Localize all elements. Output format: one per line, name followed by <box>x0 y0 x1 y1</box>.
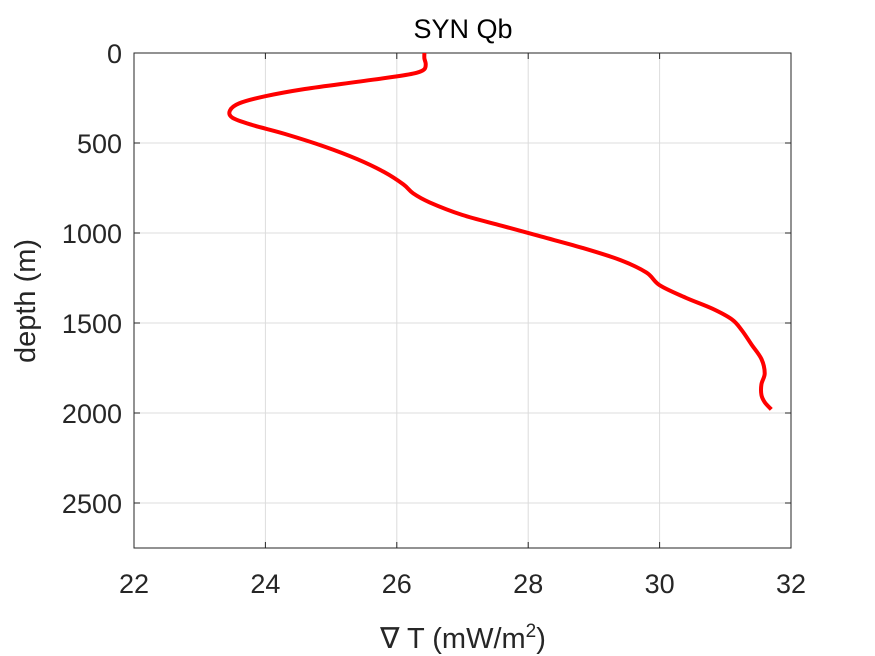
y-tick-label: 0 <box>107 39 122 69</box>
series-line <box>227 52 773 411</box>
x-tick-label: 26 <box>382 569 412 599</box>
x-axis-label-superscript: 2 <box>526 621 537 642</box>
x-tick-label: 24 <box>250 569 280 599</box>
x-axis-label-suffix: ) <box>536 623 546 655</box>
y-tick-label: 2500 <box>62 489 122 519</box>
x-tick-label: 30 <box>645 569 675 599</box>
x-tick-label: 28 <box>513 569 543 599</box>
y-tick-label: 1000 <box>62 219 122 249</box>
x-axis-label-main: ∇ T (mW/m <box>379 623 526 655</box>
x-tick-label: 32 <box>776 569 806 599</box>
chart-title: SYN Qb <box>413 14 512 44</box>
y-axis-label: depth (m) <box>10 239 42 363</box>
series-layer <box>227 52 773 411</box>
x-axis-label: ∇ T (mW/m2) <box>379 621 546 655</box>
x-tick-label: 22 <box>119 569 149 599</box>
axes-box <box>133 52 792 549</box>
axis-ticks: 22 24 26 28 30 32 0 500 1000 1500 2000 2500 <box>62 39 806 599</box>
y-tick-label: 500 <box>77 129 122 159</box>
y-tick-label: 2000 <box>62 399 122 429</box>
y-tick-label: 1500 <box>62 309 122 339</box>
